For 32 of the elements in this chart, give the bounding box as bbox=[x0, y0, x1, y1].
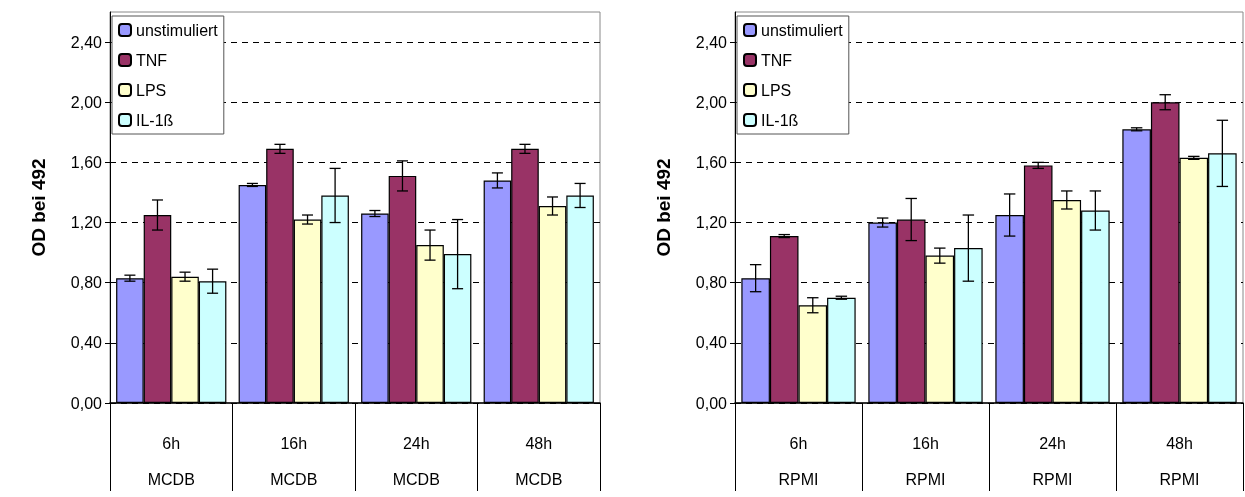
x-tick-label: 24h RPMI bbox=[1032, 434, 1073, 488]
x-tick-label: 16h MCDB bbox=[270, 434, 318, 488]
y-axis-title: OD bei 492 bbox=[653, 158, 674, 257]
y-tick-label: 1,20 bbox=[695, 214, 728, 232]
y-tick-label: 0,80 bbox=[70, 274, 103, 292]
legend-label: IL-1ß bbox=[761, 111, 799, 129]
legend-label: TNF bbox=[761, 51, 793, 69]
y-tick-label: 0,00 bbox=[695, 394, 728, 412]
x-tick-label: 48h MCDB bbox=[515, 434, 563, 488]
y-tick-label: 2,40 bbox=[695, 33, 728, 51]
y-tick-label: 0,40 bbox=[695, 334, 728, 352]
y-tick-label: 2,00 bbox=[695, 93, 728, 111]
y-tick-label: 0,00 bbox=[70, 394, 103, 412]
y-tick-label: 2,00 bbox=[70, 93, 103, 111]
x-tick-label: 6h MCDB bbox=[147, 434, 195, 488]
x-tick-label: 48h RPMI bbox=[1159, 434, 1200, 488]
legend-label: IL-1ß bbox=[136, 111, 174, 129]
y-tick-label: 1,60 bbox=[70, 153, 103, 171]
legend-label: unstimuliert bbox=[761, 21, 844, 39]
y-tick-label: 2,40 bbox=[70, 33, 103, 51]
legend-label: LPS bbox=[136, 81, 167, 99]
y-tick-label: 0,80 bbox=[695, 274, 728, 292]
y-tick-label: 0,40 bbox=[70, 334, 103, 352]
legend-label: unstimuliert bbox=[136, 21, 219, 39]
x-tick-label: 24h MCDB bbox=[392, 434, 440, 488]
y-tick-label: 1,20 bbox=[70, 214, 103, 232]
legend-label: TNF bbox=[136, 51, 168, 69]
y-axis-title: OD bei 492 bbox=[28, 158, 49, 257]
legend-label: LPS bbox=[761, 81, 792, 99]
y-tick-label: 1,60 bbox=[695, 153, 728, 171]
x-tick-label: 16h RPMI bbox=[905, 434, 946, 488]
x-tick-label: 6h RPMI bbox=[778, 434, 819, 488]
